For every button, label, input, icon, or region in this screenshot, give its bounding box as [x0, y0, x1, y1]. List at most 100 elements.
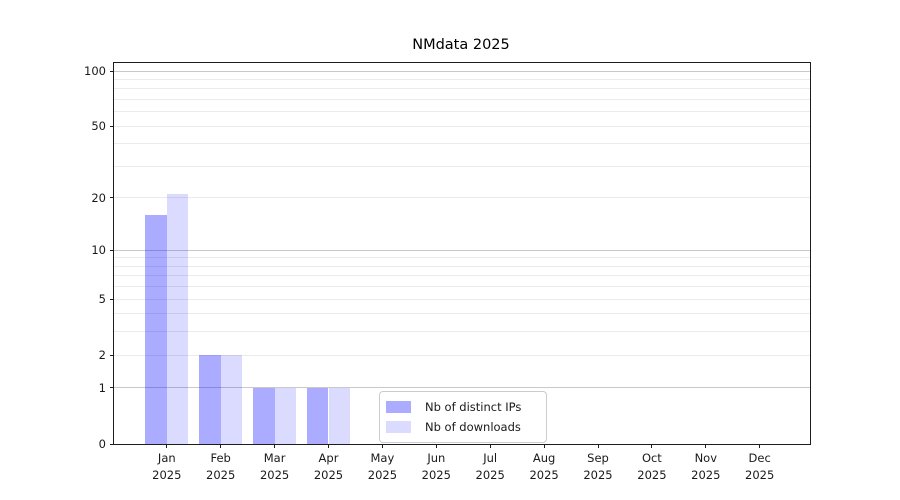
y-axis-tick-label: 20	[91, 190, 106, 205]
x-tick-year: 2025	[421, 467, 451, 482]
x-axis-tick	[274, 444, 276, 448]
bar-distinct-ips-jan	[145, 215, 167, 444]
y-axis-tick	[110, 387, 114, 389]
x-tick-month: Mar	[263, 451, 286, 465]
bar-distinct-ips-feb	[199, 355, 221, 444]
x-tick-month: Jul	[483, 451, 498, 465]
x-axis-tick-label: Apr 2025	[299, 450, 359, 483]
x-tick-year: 2025	[152, 467, 182, 482]
gridline-minor	[114, 143, 810, 145]
gridline-minor	[114, 265, 810, 267]
x-axis-tick	[220, 444, 222, 448]
x-axis-tick-label: Dec 2025	[730, 450, 790, 483]
x-axis-tick-label: May 2025	[352, 450, 412, 483]
y-axis-tick-label: 100	[84, 64, 106, 78]
y-axis-tick	[110, 443, 114, 445]
x-axis-tick	[166, 444, 168, 448]
bars-layer	[114, 63, 810, 444]
gridline-minor	[114, 125, 810, 127]
axis-ticks-layer: 0 1 2 5 10 20 50 100 Jan 2025 Feb 2025 Mar 2025 Apr 202…	[84, 63, 810, 482]
x-tick-year: 2025	[583, 467, 613, 482]
x-tick-year: 2025	[529, 467, 559, 482]
x-tick-year: 2025	[206, 467, 236, 482]
legend-label-distinct-ips: Nb of distinct IPs	[425, 400, 522, 414]
x-tick-month: Feb	[210, 451, 231, 465]
x-axis-tick-label: Mar 2025	[245, 450, 305, 483]
x-tick-year: 2025	[367, 467, 398, 482]
x-axis-tick-label: Jul 2025	[460, 450, 520, 483]
legend-swatch-distinct-ips-icon	[386, 401, 411, 413]
gridline-major	[114, 70, 810, 72]
y-axis-tick-label: 1	[98, 380, 106, 395]
x-axis-tick	[597, 444, 599, 448]
gridline-minor	[114, 275, 810, 277]
y-axis-tick-label: 50	[91, 119, 106, 134]
gridline-major	[114, 249, 810, 251]
x-tick-year: 2025	[313, 467, 344, 482]
x-tick-year: 2025	[637, 467, 667, 482]
gridline-minor	[114, 313, 810, 315]
y-axis-tick	[110, 249, 114, 251]
x-tick-year: 2025	[475, 467, 505, 482]
x-tick-month: Aug	[532, 451, 556, 465]
x-axis-tick	[435, 444, 437, 448]
y-axis-tick-label: 2	[98, 348, 106, 363]
y-axis-tick	[110, 125, 114, 127]
x-tick-year: 2025	[691, 467, 721, 482]
gridline-minor	[114, 354, 810, 356]
x-axis-tick-label: Sep 2025	[568, 450, 628, 483]
legend-label-downloads: Nb of downloads	[425, 420, 521, 434]
y-axis-tick-label: 10	[91, 243, 106, 258]
x-axis-tick-label: Feb 2025	[191, 450, 251, 483]
bar-downloads-feb	[220, 355, 243, 444]
gridlines-layer	[114, 63, 810, 444]
y-axis-tick-label: 0	[98, 437, 106, 451]
gridline-minor	[114, 331, 810, 333]
bar-downloads-mar	[274, 387, 297, 444]
gridline-minor	[114, 257, 810, 259]
gridline-minor	[114, 88, 810, 90]
bar-downloads-apr	[328, 387, 351, 444]
y-axis-tick	[110, 298, 114, 300]
x-tick-year: 2025	[259, 467, 290, 482]
y-axis-tick	[110, 354, 114, 356]
y-axis-tick-label: 5	[98, 292, 106, 307]
x-tick-month: May	[370, 451, 395, 465]
x-tick-month: Jan	[157, 451, 176, 465]
bar-distinct-ips-mar	[252, 387, 275, 444]
x-tick-year: 2025	[745, 467, 775, 482]
x-axis-tick	[543, 444, 545, 448]
chart-title: NMdata 2025	[412, 37, 510, 53]
x-axis-tick-label: Jun 2025	[406, 450, 466, 483]
x-axis-tick	[381, 444, 383, 448]
gridline-minor	[114, 98, 810, 100]
x-axis-tick	[651, 444, 653, 448]
x-tick-month: Sep	[587, 451, 609, 465]
x-axis-tick	[328, 444, 329, 448]
x-tick-month: Oct	[641, 451, 662, 465]
legend: Nb of distinct IPs Nb of downloads	[379, 391, 547, 443]
x-axis-tick	[705, 444, 707, 448]
x-tick-month: Nov	[694, 451, 718, 465]
bar-downloads-jan	[166, 194, 189, 444]
gridline-major	[114, 387, 810, 389]
x-tick-month: Jun	[427, 451, 446, 465]
legend-item-downloads: Nb of downloads	[386, 417, 540, 437]
x-axis-tick-label: Oct 2025	[622, 450, 682, 483]
gridline-minor	[114, 78, 810, 80]
x-axis-tick	[489, 444, 491, 448]
x-axis-tick-label: Nov 2025	[676, 450, 736, 483]
legend-item-distinct-ips: Nb of distinct IPs	[386, 397, 540, 417]
gridline-minor	[114, 197, 810, 199]
x-axis-tick-label: Jan 2025	[137, 450, 197, 483]
bar-distinct-ips-apr	[306, 387, 329, 444]
x-tick-month: Dec	[748, 451, 771, 465]
gridline-minor	[114, 286, 810, 288]
legend-swatch-downloads-icon	[386, 421, 411, 433]
x-tick-month: Apr	[318, 451, 339, 465]
gridline-minor	[114, 298, 810, 300]
x-axis-tick	[759, 444, 761, 448]
y-axis-tick	[110, 197, 114, 199]
x-axis-tick-label: Aug 2025	[514, 450, 574, 483]
gridline-minor	[114, 165, 810, 167]
